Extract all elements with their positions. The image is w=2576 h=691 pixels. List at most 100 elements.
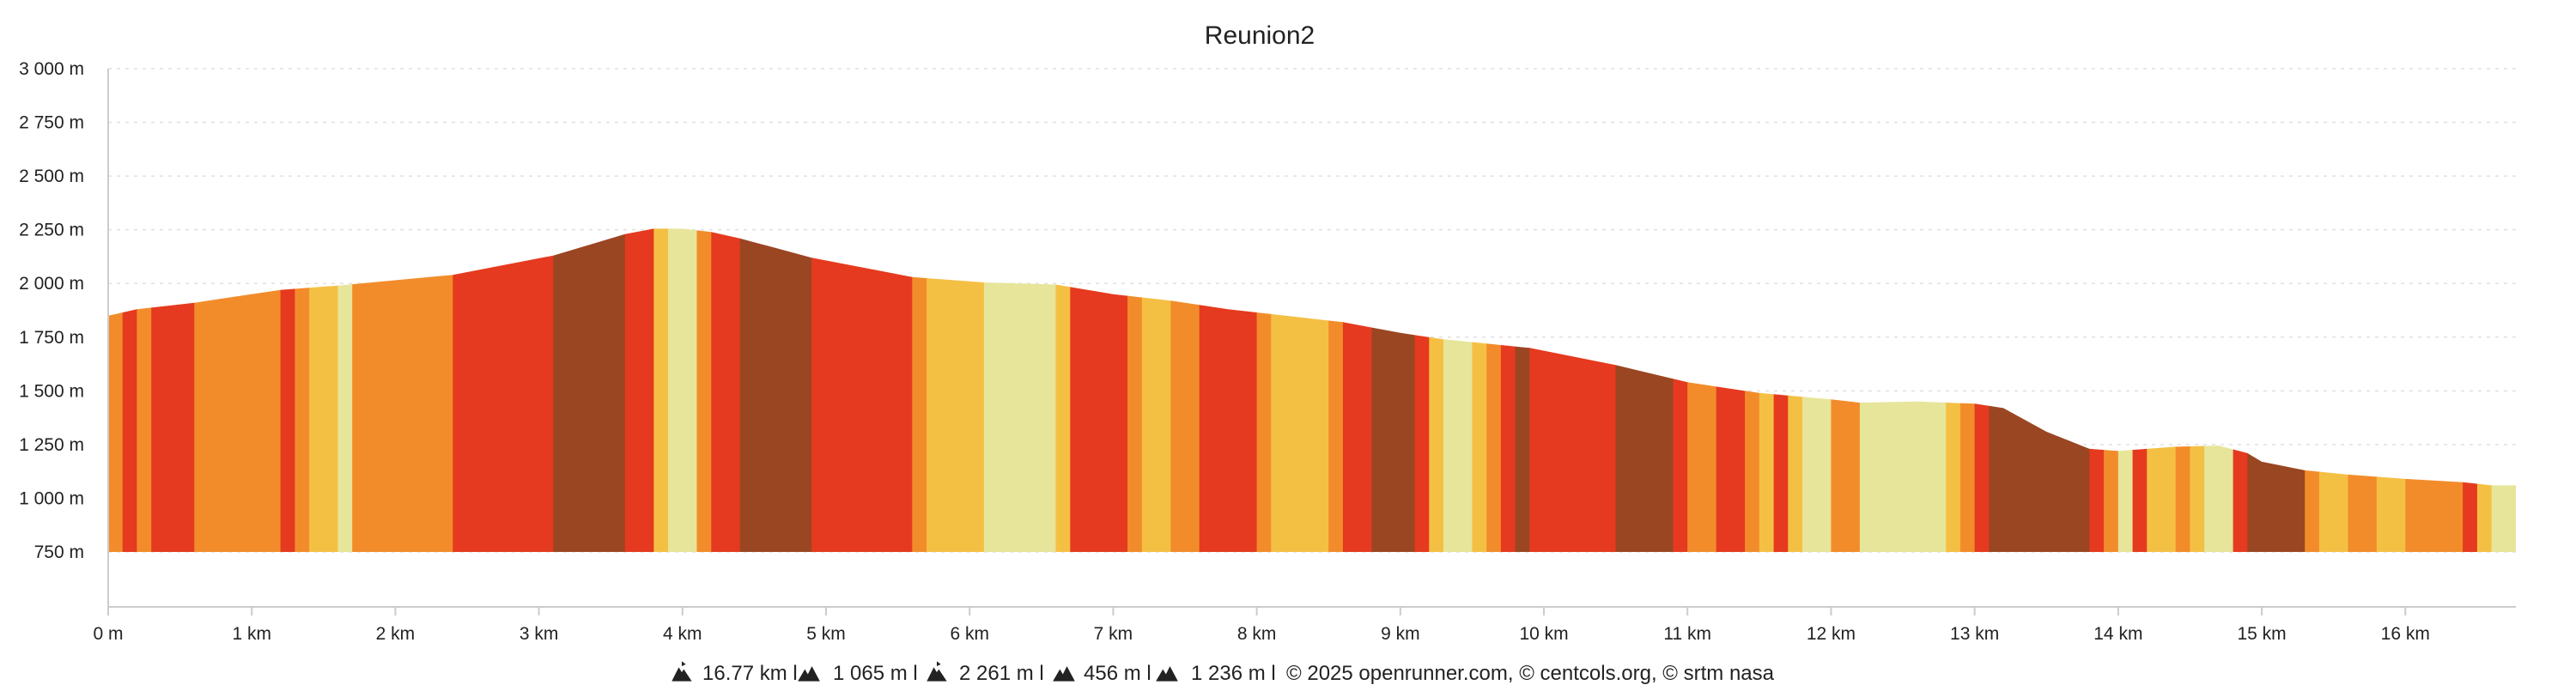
slope-segment: [696, 228, 712, 552]
max-altitude-icon: [927, 661, 947, 682]
slope-segment: [1271, 228, 1329, 552]
y-axis-ticks: 750 m 1 000 m 1 250 m 1 500 m 1 750 m 2 000 m…: [19, 59, 84, 562]
x-tick-label: 4 km: [663, 624, 702, 644]
y-tick-label: 2 500 m: [19, 167, 84, 186]
slope-segment: [1802, 228, 1832, 552]
footer-descent: 1 236 m l: [1191, 662, 1276, 685]
slope-segment: [668, 228, 698, 552]
slope-segment: [1687, 228, 1717, 552]
slope-segment: [108, 228, 124, 552]
slope-segment: [2305, 228, 2320, 552]
slope-segment: [151, 228, 195, 552]
y-tick-label: 1 250 m: [19, 435, 84, 455]
slope-segment: [1328, 228, 1344, 552]
slope-segment: [453, 228, 554, 552]
slope-segment: [1414, 228, 1430, 552]
slope-segment: [337, 228, 353, 552]
slope-segment: [1831, 228, 1861, 552]
x-tick-label: 14 km: [2093, 624, 2142, 644]
y-tick-label: 1 750 m: [19, 328, 84, 348]
slope-segment: [2348, 228, 2378, 552]
slope-segment: [1515, 228, 1530, 552]
x-tick-label: 15 km: [2237, 624, 2286, 644]
slope-segment: [2147, 228, 2177, 552]
x-tick-label: 16 km: [2381, 624, 2430, 644]
slope-segment: [1500, 228, 1516, 552]
x-tick-label: 11 km: [1663, 624, 1711, 644]
slope-segment: [2190, 228, 2205, 552]
x-tick-label: 0 m: [93, 624, 123, 644]
slope-segment: [1199, 228, 1258, 552]
slope-segment: [1342, 228, 1372, 552]
slope-segment: [1946, 228, 1961, 552]
slope-segment: [2463, 228, 2478, 552]
x-tick-label: 7 km: [1094, 624, 1133, 644]
descent-icon: [1156, 666, 1178, 682]
slope-segment: [309, 228, 339, 552]
slope-segment: [2420, 228, 2464, 552]
slope-segment: [2233, 228, 2248, 552]
slope-segment: [1127, 228, 1143, 552]
footer-ascent: 1 065 m l: [833, 662, 918, 685]
slope-segment: [1170, 228, 1200, 552]
x-tick-label: 2 km: [376, 624, 416, 644]
min-altitude-icon: [1053, 666, 1075, 682]
slope-segment: [1055, 228, 1071, 552]
slope-segment: [2376, 228, 2406, 552]
slope-segment: [2247, 228, 2306, 552]
slope-segment: [137, 228, 152, 552]
x-axis-ticks: 0 m 1 km 2 km 3 km 4 km 5 km 6 km 7 km 8 km 9 km 1…: [93, 607, 2430, 644]
y-tick-label: 3 000 m: [19, 59, 84, 79]
slope-segment: [280, 228, 295, 552]
slope-segment: [194, 228, 282, 552]
slope-segment: [1974, 228, 1990, 552]
slope-segment: [122, 228, 137, 552]
slope-segment: [653, 228, 669, 552]
y-tick-label: 2 250 m: [19, 221, 84, 240]
x-tick-label: 12 km: [1807, 624, 1856, 644]
slope-segment: [1959, 228, 1976, 552]
x-tick-label: 10 km: [1519, 624, 1568, 644]
x-tick-label: 6 km: [950, 624, 989, 644]
slope-segment: [927, 228, 985, 552]
slope-segment: [1472, 228, 1487, 552]
slope-segment: [1759, 228, 1775, 552]
axes: [107, 69, 2516, 608]
distance-icon: [671, 661, 692, 682]
y-tick-label: 1 000 m: [19, 488, 84, 508]
slope-segment: [1443, 228, 1473, 552]
slope-segment: [2491, 228, 2516, 552]
chart-title: Reunion2: [1205, 21, 1315, 50]
slope-segment: [624, 228, 654, 552]
ascent-icon: [798, 666, 820, 682]
x-tick-label: 9 km: [1381, 624, 1420, 644]
slope-segment: [2132, 228, 2148, 552]
slope-segment: [1486, 228, 1502, 552]
slope-segment: [1615, 228, 1674, 552]
slope-segment: [711, 228, 741, 552]
slope-segment: [2117, 228, 2134, 552]
slope-segment: [2405, 228, 2421, 552]
slope-segment: [1429, 228, 1444, 552]
slope-segment: [1529, 228, 1617, 552]
x-tick-label: 8 km: [1237, 624, 1277, 644]
slope-segment: [912, 228, 927, 552]
slope-segment: [1989, 228, 2090, 552]
footer-credits: © 2025 openrunner.com, © centcols.org, ©…: [1286, 662, 1775, 685]
footer-max-altitude: 2 261 m l: [959, 662, 1044, 685]
slope-segment: [2175, 228, 2190, 552]
slope-segment: [2089, 228, 2105, 552]
slope-segment: [739, 228, 812, 552]
x-tick-label: 1 km: [232, 624, 271, 644]
slope-segment: [1141, 228, 1171, 552]
slope-segments: [108, 228, 2516, 552]
y-tick-label: 2 000 m: [19, 274, 84, 294]
y-tick-label: 1 500 m: [19, 381, 84, 401]
x-tick-label: 5 km: [806, 624, 846, 644]
slope-segment: [1371, 228, 1416, 552]
slope-segment: [2104, 228, 2119, 552]
slope-segment: [1745, 228, 1760, 552]
slope-segment: [295, 228, 310, 552]
